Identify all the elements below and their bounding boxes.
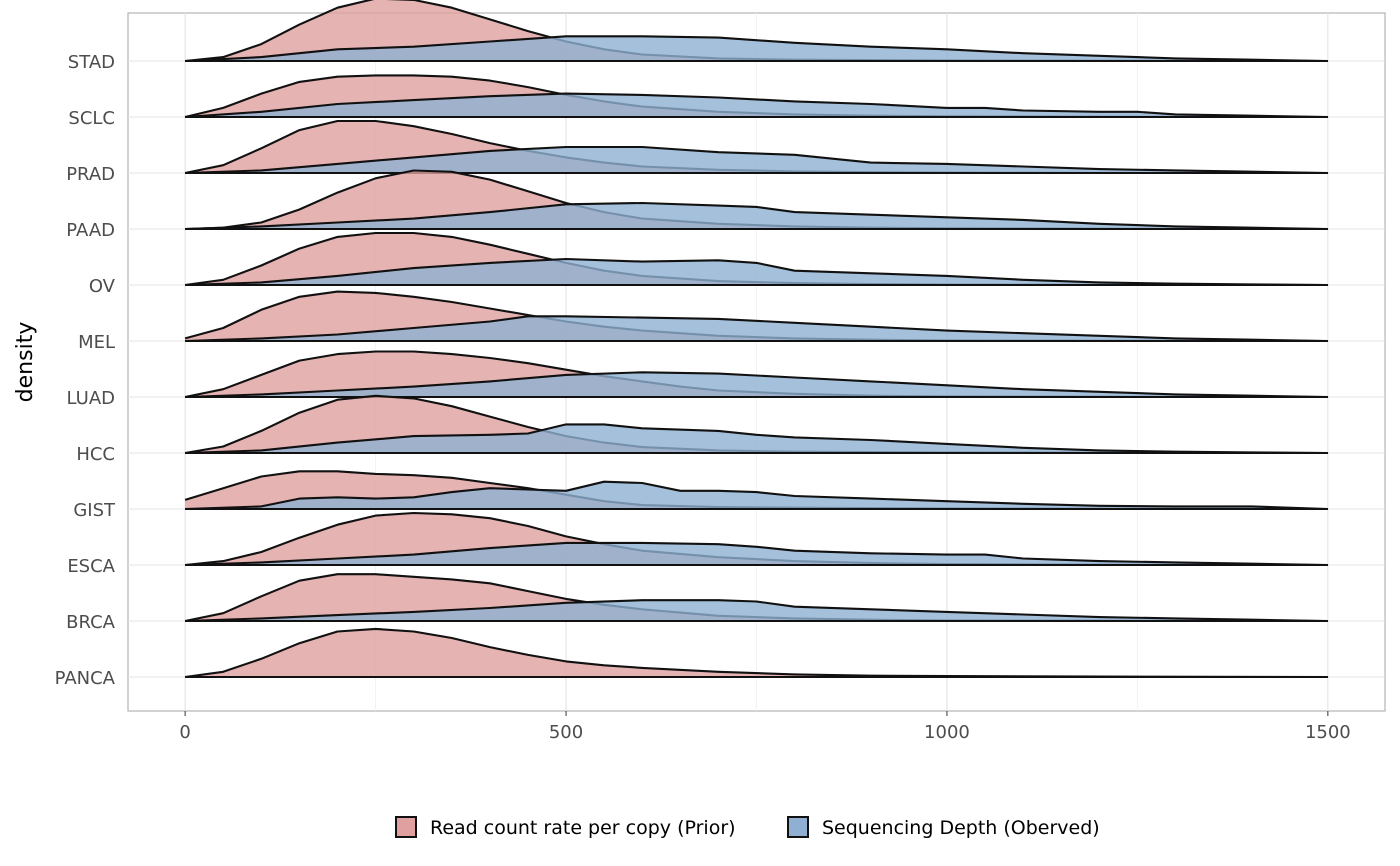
density-area-prior-panca <box>185 628 1328 677</box>
density-line-observed-paad <box>185 201 1328 231</box>
y-tick-label: PRAD <box>66 164 115 185</box>
density-area-observed-gist <box>185 481 1328 509</box>
density-area-observed-ov <box>185 259 1328 285</box>
ridge-mel <box>184 290 1328 343</box>
legend-item-prior: Read count rate per copy (Prior) <box>395 816 736 839</box>
y-tick-label: STAD <box>68 52 115 73</box>
y-tick-label: PANCA <box>55 668 116 689</box>
density-line-observed-gist <box>185 480 1328 511</box>
legend: Read count rate per copy (Prior) Sequenci… <box>395 816 1100 839</box>
legend-swatch <box>787 816 809 838</box>
legend-label: Read count rate per copy (Prior) <box>430 817 736 839</box>
density-line-observed-stad <box>185 35 1328 63</box>
y-tick-label: LUAD <box>67 388 115 409</box>
density-line-observed-luad <box>185 371 1328 399</box>
legend-swatch <box>395 816 417 838</box>
ridge-esca <box>184 511 1328 567</box>
density-line-observed-mel <box>185 315 1328 343</box>
density-line-observed-esca <box>185 541 1328 567</box>
density-line-observed-prad <box>185 145 1328 175</box>
legend-item-observed: Sequencing Depth (Oberved) <box>787 816 1100 839</box>
density-area-observed-hcc <box>185 424 1328 453</box>
y-axis-title: density <box>13 322 38 403</box>
x-tick-label: 0 <box>179 722 190 743</box>
y-tick-label: OV <box>89 276 116 297</box>
ridge-paad <box>185 169 1328 231</box>
ridge-layer <box>184 0 1328 679</box>
density-line-observed-sclc <box>185 92 1328 119</box>
density-line-observed-brca <box>185 599 1328 623</box>
x-tick-label: 1500 <box>1305 722 1351 743</box>
ridge-ov <box>184 231 1328 287</box>
y-tick-label: BRCA <box>66 612 116 633</box>
density-line-prior-panca <box>184 627 1328 679</box>
ridge-panca <box>184 627 1328 679</box>
density-line-observed-ov <box>185 257 1328 287</box>
y-tick-label: PAAD <box>66 220 115 241</box>
density-line-observed-hcc <box>185 423 1328 455</box>
y-tick-label: GIST <box>73 500 116 521</box>
ridge-sclc <box>184 74 1328 119</box>
y-tick-label: ESCA <box>67 556 115 577</box>
ridge-luad <box>184 350 1328 399</box>
density-area-observed-paad <box>185 203 1328 229</box>
y-tick-label: HCC <box>76 444 115 465</box>
ridge-stad <box>184 0 1328 63</box>
x-tick-label: 1000 <box>924 722 970 743</box>
x-tick-labels: 0 500 1000 1500 <box>179 711 1351 743</box>
ridge-prad <box>184 119 1328 175</box>
y-tick-label: SCLC <box>68 108 115 129</box>
ridge-brca <box>184 573 1328 623</box>
x-tick-label: 500 <box>549 722 583 743</box>
legend-label: Sequencing Depth (Oberved) <box>822 817 1100 839</box>
y-tick-label: MEL <box>78 332 115 353</box>
ridge-gist <box>184 470 1328 511</box>
ridge-hcc <box>184 394 1328 455</box>
y-tick-labels: PANCA BRCA ESCA GIST HCC LUAD MEL OV PAAD PRAD SCL… <box>55 52 116 689</box>
